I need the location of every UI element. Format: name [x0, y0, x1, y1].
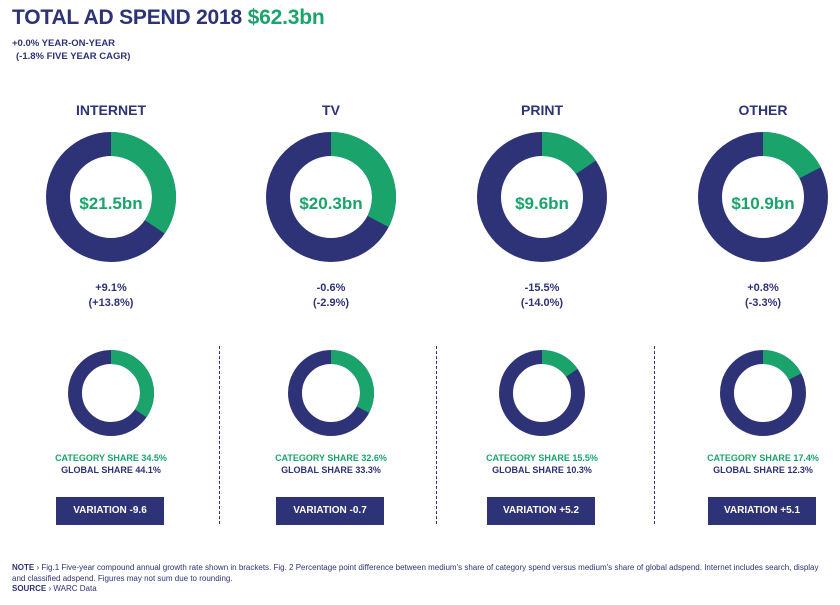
- category-share-donut: [718, 348, 808, 438]
- donut-share-arc: [499, 350, 585, 436]
- medium-label: INTERNET: [76, 102, 146, 118]
- medium-label: PRINT: [521, 102, 563, 118]
- note-text: Fig.1 Five-year compound annual growth r…: [12, 563, 819, 583]
- donut-share-arc: [720, 350, 806, 436]
- header: TOTAL AD SPEND 2018 $62.3bn +0.0% YEAR-O…: [12, 6, 325, 63]
- chevron-right-icon: ›: [36, 563, 40, 572]
- note-label: NOTE: [12, 563, 35, 572]
- category-share-label: CATEGORY SHARE 15.5%: [486, 453, 598, 463]
- donut-share-arc: [68, 350, 154, 436]
- donut-share-arc: [477, 132, 607, 262]
- variation-badge: VARIATION -0.7: [276, 497, 384, 525]
- spend-donut: [46, 132, 176, 262]
- cagr-value: (-3.3%): [744, 297, 782, 309]
- spend-donut-svg: [477, 132, 607, 262]
- category-share-donut: [497, 348, 587, 438]
- category-share-donut: [66, 348, 156, 438]
- variation-badge: VARIATION +5.2: [487, 497, 595, 525]
- chevron-right-icon: ›: [48, 584, 52, 593]
- column-divider: [436, 346, 437, 524]
- category-share-label: CATEGORY SHARE 17.4%: [707, 453, 819, 463]
- medium-column-other: OTHER $10.9bn +0.8% (-3.3%) CATEGORY SHA…: [658, 0, 840, 540]
- category-share-donut: [286, 348, 376, 438]
- total-amount: $62.3bn: [247, 6, 325, 29]
- medium-label: TV: [322, 102, 340, 118]
- page-title: TOTAL AD SPEND 2018 $62.3bn: [12, 6, 325, 30]
- medium-column-print: PRINT $9.6bn -15.5% (-14.0%) CATEGORY SH…: [437, 0, 647, 540]
- medium-column-tv: TV $20.3bn -0.6% (-2.9%) CATEGORY SHARE …: [226, 0, 436, 540]
- variation-badge: VARIATION -9.6: [56, 497, 164, 525]
- spend-donut: [477, 132, 607, 262]
- column-divider: [654, 346, 655, 524]
- yoy-value: -15.5%: [524, 282, 560, 294]
- variation-badge: VARIATION +5.1: [708, 497, 816, 525]
- cagr-value: (-2.9%): [312, 297, 350, 309]
- category-share-donut-svg: [288, 350, 374, 436]
- source-text: WARC Data: [53, 584, 97, 593]
- source-label: SOURCE: [12, 584, 47, 593]
- category-share-label: CATEGORY SHARE 32.6%: [275, 453, 387, 463]
- yoy-value: +9.1%: [95, 282, 127, 294]
- donut-share-arc: [698, 132, 828, 262]
- column-divider: [219, 346, 220, 524]
- category-share-donut-svg: [499, 350, 585, 436]
- donut-share-arc: [288, 350, 374, 436]
- spend-value: $9.6bn: [515, 194, 569, 213]
- title-text: TOTAL AD SPEND 2018: [12, 6, 242, 29]
- category-share-donut-svg: [720, 350, 806, 436]
- global-share-label: GLOBAL SHARE 44.1%: [61, 465, 161, 475]
- spend-value: $10.9bn: [731, 194, 795, 213]
- spend-value: $21.5bn: [79, 194, 143, 213]
- donut-share-arc: [46, 132, 176, 262]
- category-share-donut-svg: [68, 350, 154, 436]
- source-line: SOURCE › WARC Data: [12, 584, 828, 595]
- medium-label: OTHER: [738, 102, 788, 118]
- spend-value: $20.3bn: [299, 194, 363, 213]
- medium-column-internet: INTERNET $21.5bn +9.1% (+13.8%) CATEGORY…: [6, 0, 216, 540]
- yoy-value: +0.8%: [747, 282, 779, 294]
- spend-donut-svg: [266, 132, 396, 262]
- note-line: NOTE › Fig.1 Five-year compound annual g…: [12, 563, 828, 584]
- yoy-change: +0.0% YEAR-ON-YEAR: [12, 38, 116, 49]
- five-year-cagr: (-1.8% FIVE YEAR CAGR): [16, 51, 131, 62]
- cagr-value: (-14.0%): [520, 297, 564, 309]
- global-share-label: GLOBAL SHARE 33.3%: [281, 465, 381, 475]
- spend-donut-svg: [46, 132, 176, 262]
- spend-donut: [698, 132, 828, 262]
- yoy-value: -0.6%: [316, 282, 346, 294]
- category-share-label: CATEGORY SHARE 34.5%: [55, 453, 167, 463]
- spend-donut: [266, 132, 396, 262]
- global-share-label: GLOBAL SHARE 10.3%: [492, 465, 592, 475]
- spend-donut-svg: [698, 132, 828, 262]
- cagr-value: (+13.8%): [88, 297, 134, 309]
- footer-note: NOTE › Fig.1 Five-year compound annual g…: [12, 563, 828, 595]
- donut-share-arc: [266, 132, 396, 262]
- global-share-label: GLOBAL SHARE 12.3%: [713, 465, 813, 475]
